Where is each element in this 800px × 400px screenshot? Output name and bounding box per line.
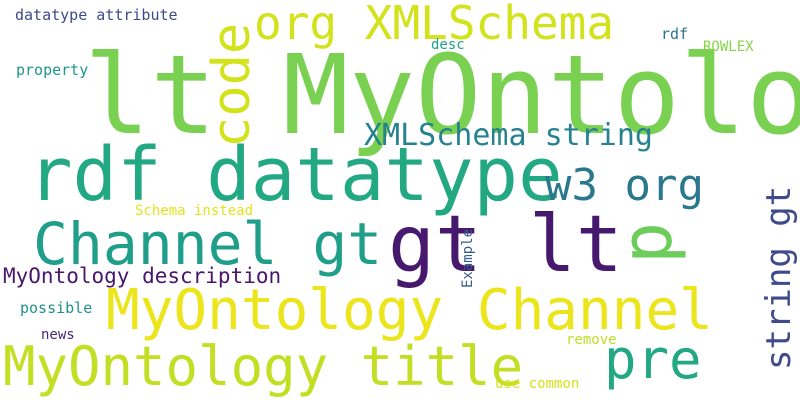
word-rdf-datatype: rdf datatype xyxy=(28,132,563,218)
word-myontology-channel: MyOntology Channel xyxy=(106,278,713,343)
word-xmlschema-string: XMLSchema string xyxy=(364,118,653,153)
word-use-common: use common xyxy=(495,376,580,392)
word-myontology-description: MyOntology description xyxy=(3,264,282,288)
word-remove: remove xyxy=(566,332,617,348)
word-datatype-attribute: datatype attribute xyxy=(15,6,178,24)
word-channel-gt: Channel gt xyxy=(33,210,383,278)
word-string-gt: string gt xyxy=(759,185,799,370)
word-example: Example xyxy=(460,228,476,288)
word-rowlex: ROWLEX xyxy=(703,39,754,55)
word-code: code xyxy=(202,22,262,148)
word-news: news xyxy=(41,327,75,343)
word-schema-instead: Schema instead xyxy=(135,203,254,219)
word-desc: desc xyxy=(431,37,465,53)
word-property: property xyxy=(16,61,89,79)
word-p: p xyxy=(606,221,688,264)
word-possible: possible xyxy=(20,299,93,317)
word-rdf: rdf xyxy=(661,25,689,43)
word-org-xmlschema: org XMLSchema xyxy=(254,0,615,50)
word-pre: pre xyxy=(604,328,702,391)
word-myontology-title: MyOntology title xyxy=(3,335,524,398)
word-gt-lt: gt lt xyxy=(388,200,623,290)
word-w3-org: w3 org xyxy=(545,160,704,211)
word-lt-myontology: lt MyOntology xyxy=(84,31,800,159)
